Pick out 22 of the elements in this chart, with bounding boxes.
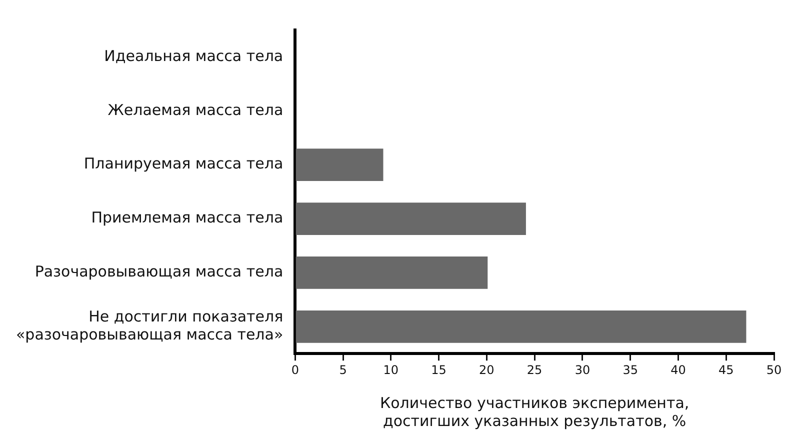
x-tick-label: 40: [670, 362, 686, 377]
y-tick-label: Планируемая масса тела: [84, 154, 284, 173]
y-tick-label: Разочаровывающая масса тела: [34, 262, 284, 281]
bar: [296, 202, 526, 235]
x-tick-label: 50: [766, 362, 782, 377]
x-tick-label: 5: [339, 362, 347, 377]
y-tick-label: Идеальная масса тела: [104, 46, 284, 65]
y-tick-label: Приемлемая масса тела: [91, 208, 284, 227]
bar: [296, 148, 384, 182]
x-tick-label: 20: [479, 362, 494, 377]
x-tick-label: 25: [526, 362, 542, 377]
bar: [296, 310, 746, 343]
x-tick-label: 0: [291, 362, 299, 377]
x-tick-label: 30: [574, 362, 590, 377]
x-axis-title: Количество участников эксперимента, достигших указанных результатов, %: [380, 394, 690, 430]
x-tick-label: 35: [622, 362, 638, 377]
y-tick-label: Не достигли показателя «разочаровывающая масса тела»: [16, 308, 284, 344]
x-tick-label: 10: [383, 362, 399, 377]
x-tick-label: 15: [431, 362, 446, 377]
bar: [296, 256, 488, 289]
y-tick-label: Желаемая масса тела: [108, 100, 284, 119]
x-tick-label: 45: [718, 362, 734, 377]
